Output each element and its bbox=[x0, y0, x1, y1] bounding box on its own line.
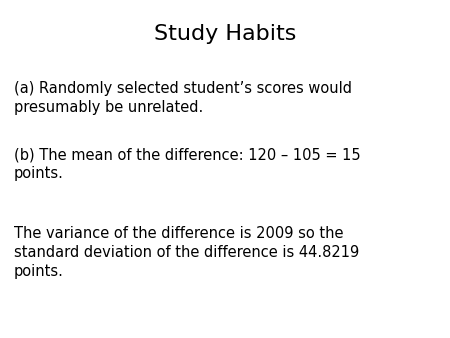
Text: (b) The mean of the difference: 120 – 105 = 15
points.: (b) The mean of the difference: 120 – 10… bbox=[14, 147, 360, 180]
Text: (a) Randomly selected student’s scores would
presumabl​y be unrelated.: (a) Randomly selected student’s scores w… bbox=[14, 81, 351, 115]
Text: Study Habits: Study Habits bbox=[154, 24, 296, 44]
Text: The variance of the difference is 2009 so the
standard deviation of the differen: The variance of the difference is 2009 s… bbox=[14, 226, 359, 279]
